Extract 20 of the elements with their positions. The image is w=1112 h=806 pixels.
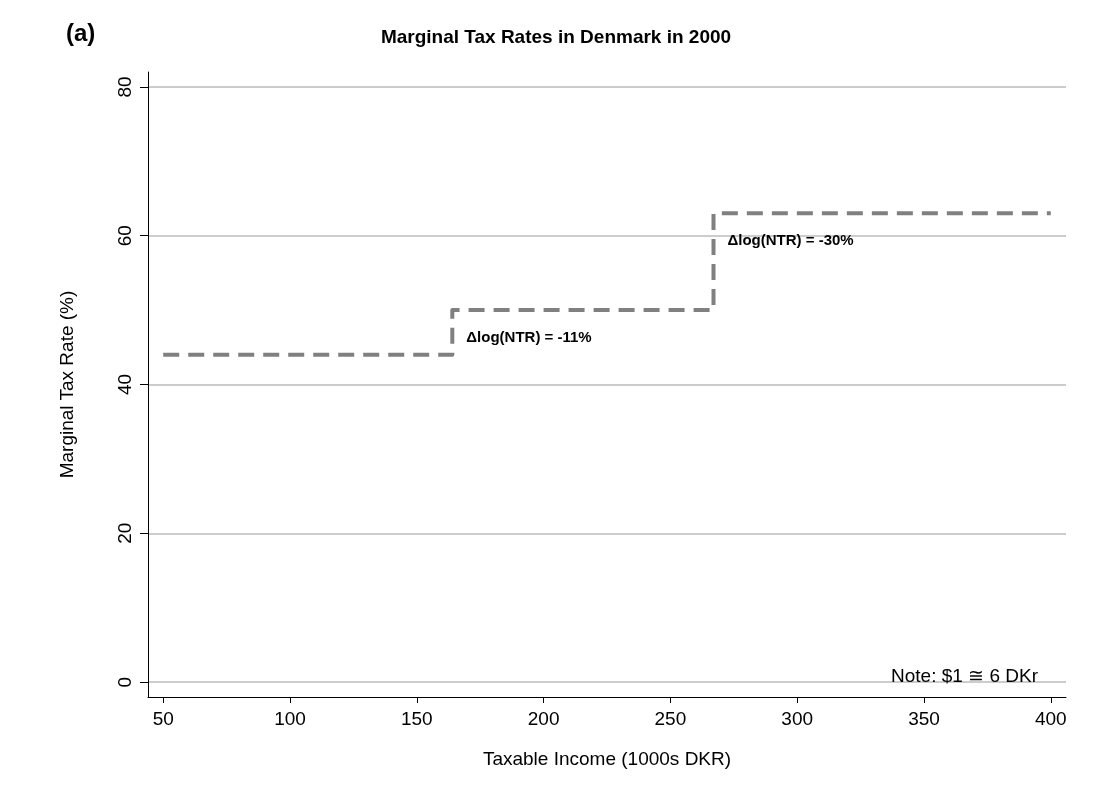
annotation: Δlog(NTR) = -11% bbox=[466, 327, 592, 345]
x-tick-label: 150 bbox=[400, 708, 433, 729]
y-tick-label: 80 bbox=[114, 76, 135, 98]
x-tick-label: 250 bbox=[654, 708, 687, 729]
text: (a) bbox=[66, 18, 96, 46]
x-tick-label: 300 bbox=[781, 708, 814, 729]
chart-title: Marginal Tax Rates in Denmark in 2000 bbox=[380, 26, 732, 47]
y-tick-label: 40 bbox=[114, 373, 135, 396]
x-tick-label: 400 bbox=[1034, 708, 1067, 729]
y-tick-label: 20 bbox=[114, 522, 135, 544]
y-axis-title: Marginal Tax Rate (%) bbox=[56, 290, 77, 479]
annotation: Δlog(NTR) = -30% bbox=[727, 230, 854, 248]
annotation: Note: $1 ≅ 6 DKr bbox=[891, 665, 1039, 686]
x-tick-label: 200 bbox=[527, 708, 560, 729]
x-tick-label: 50 bbox=[152, 708, 174, 729]
x-tick-label: 100 bbox=[274, 708, 306, 729]
y-tick-label: 60 bbox=[114, 225, 135, 247]
x-tick-label: 350 bbox=[908, 708, 940, 729]
y-tick-label: 0 bbox=[114, 676, 135, 688]
x-axis-title: Taxable Income (1000s DKR) bbox=[482, 748, 732, 769]
